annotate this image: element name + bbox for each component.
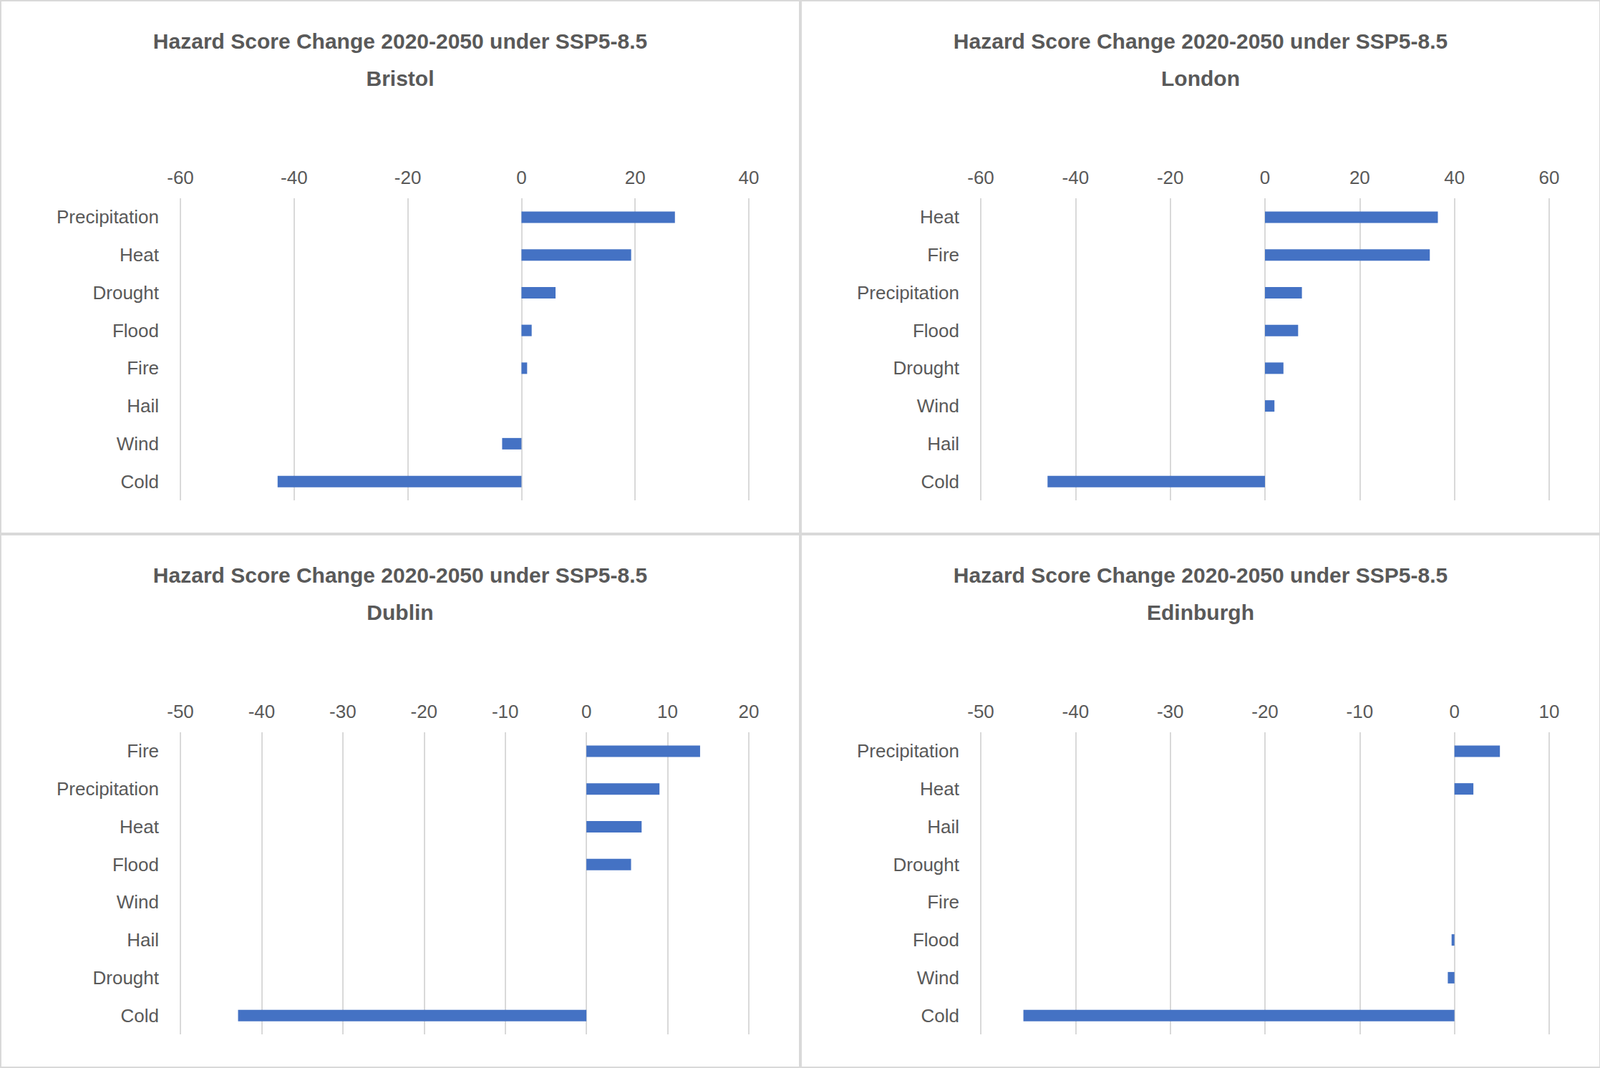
svg-text:Hail: Hail <box>126 395 159 417</box>
svg-text:London: London <box>1161 66 1240 91</box>
svg-text:Hail: Hail <box>126 929 159 951</box>
svg-text:Drought: Drought <box>892 357 960 379</box>
svg-text:-40: -40 <box>1061 166 1089 189</box>
svg-text:Heat: Heat <box>119 244 160 266</box>
svg-text:0: 0 <box>1448 700 1459 723</box>
svg-text:Heat: Heat <box>919 206 960 228</box>
svg-text:10: 10 <box>1538 700 1560 723</box>
svg-text:-60: -60 <box>967 166 995 189</box>
svg-text:Drought: Drought <box>93 967 160 989</box>
svg-text:-60: -60 <box>166 166 195 189</box>
svg-text:Flood: Flood <box>112 854 159 876</box>
svg-text:Hazard Score Change 2020-2050: Hazard Score Change 2020-2050 under SSP5… <box>153 29 648 53</box>
svg-text:40: 40 <box>738 166 760 189</box>
svg-text:Drought: Drought <box>892 854 960 876</box>
svg-text:Dublin: Dublin <box>366 600 434 625</box>
svg-text:20: 20 <box>624 166 646 189</box>
svg-text:-40: -40 <box>280 166 308 189</box>
svg-text:-20: -20 <box>1251 700 1279 723</box>
svg-text:Flood: Flood <box>912 320 959 342</box>
svg-text:Cold: Cold <box>920 471 959 493</box>
svg-text:Precipitation: Precipitation <box>56 206 159 228</box>
svg-text:20: 20 <box>738 700 760 723</box>
svg-text:Hail: Hail <box>927 816 960 838</box>
svg-text:Wind: Wind <box>916 967 959 989</box>
svg-text:Heat: Heat <box>119 816 160 838</box>
svg-text:Hazard Score Change 2020-2050: Hazard Score Change 2020-2050 under SSP5… <box>952 29 1447 53</box>
svg-text:Edinburgh: Edinburgh <box>1146 600 1255 625</box>
svg-text:0: 0 <box>1259 166 1270 189</box>
svg-text:-10: -10 <box>491 700 520 723</box>
svg-text:-30: -30 <box>329 700 357 723</box>
svg-text:Fire: Fire <box>126 357 159 379</box>
svg-text:Wind: Wind <box>916 395 959 417</box>
svg-text:-50: -50 <box>166 700 195 723</box>
svg-text:60: 60 <box>1538 166 1560 189</box>
svg-text:20: 20 <box>1348 166 1370 189</box>
svg-text:Flood: Flood <box>112 320 159 342</box>
svg-text:Fire: Fire <box>927 244 960 266</box>
svg-text:Precipitation: Precipitation <box>856 740 959 762</box>
svg-text:40: 40 <box>1443 166 1465 189</box>
svg-text:Hail: Hail <box>927 433 960 455</box>
svg-text:Cold: Cold <box>120 471 159 493</box>
svg-text:0: 0 <box>581 700 592 723</box>
svg-text:Precipitation: Precipitation <box>56 778 159 800</box>
svg-text:-50: -50 <box>967 700 995 723</box>
svg-text:-20: -20 <box>394 166 422 189</box>
svg-text:Drought: Drought <box>93 282 160 304</box>
svg-text:Bristol: Bristol <box>365 66 434 91</box>
svg-text:Fire: Fire <box>126 740 159 762</box>
svg-text:-30: -30 <box>1156 700 1184 723</box>
svg-text:Flood: Flood <box>912 929 959 951</box>
svg-text:Wind: Wind <box>116 891 159 913</box>
svg-text:Cold: Cold <box>120 1005 159 1027</box>
svg-text:-40: -40 <box>248 700 276 723</box>
svg-text:Fire: Fire <box>927 891 960 913</box>
svg-text:Hazard Score Change 2020-2050: Hazard Score Change 2020-2050 under SSP5… <box>952 563 1447 588</box>
svg-text:Wind: Wind <box>116 433 159 455</box>
svg-text:Hazard Score Change 2020-2050: Hazard Score Change 2020-2050 under SSP5… <box>153 563 648 588</box>
svg-text:-20: -20 <box>1156 166 1184 189</box>
svg-text:Precipitation: Precipitation <box>856 282 959 304</box>
svg-text:-20: -20 <box>410 700 438 723</box>
svg-text:0: 0 <box>516 166 527 189</box>
svg-text:-40: -40 <box>1061 700 1089 723</box>
svg-text:Cold: Cold <box>920 1005 959 1027</box>
svg-text:10: 10 <box>657 700 678 723</box>
svg-text:Heat: Heat <box>919 778 960 800</box>
svg-text:-10: -10 <box>1345 700 1374 723</box>
